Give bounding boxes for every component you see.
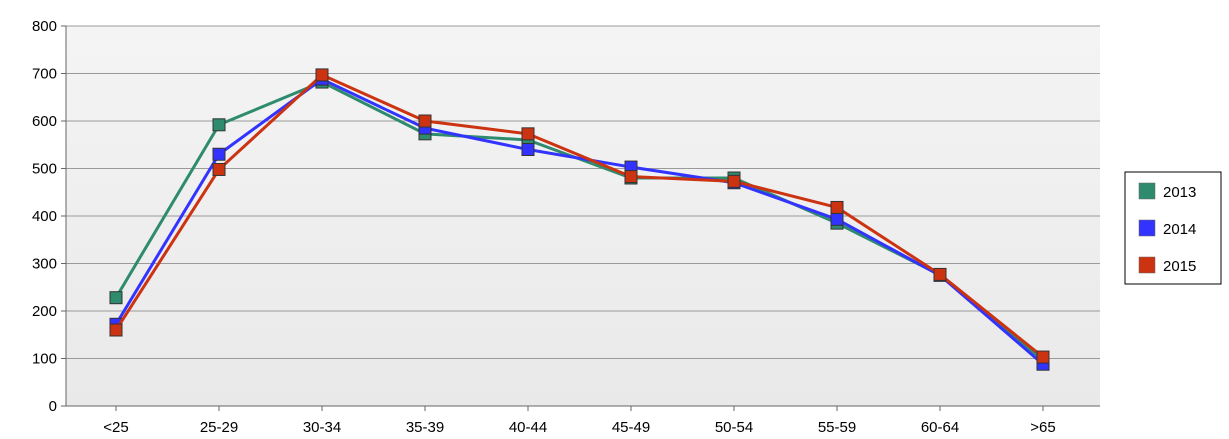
data-point <box>315 68 329 82</box>
y-tick-label: 0 <box>49 398 57 415</box>
data-point <box>830 200 844 214</box>
x-tick-label: >65 <box>1030 419 1055 436</box>
x-tick-label: 25-29 <box>200 419 238 436</box>
x-tick-label: 60-64 <box>921 419 959 436</box>
legend-label: 2014 <box>1163 221 1196 238</box>
data-point <box>521 143 535 156</box>
x-tick-label: 55-59 <box>818 419 856 436</box>
legend-item: 2015 <box>1138 256 1196 275</box>
data-point <box>418 114 432 128</box>
data-point <box>727 174 741 188</box>
legend-swatch <box>1138 182 1156 200</box>
data-point <box>212 118 226 132</box>
data-point <box>624 170 638 184</box>
gridlines <box>66 25 1100 359</box>
data-point <box>1036 350 1050 364</box>
data-point <box>521 127 535 141</box>
legend-item: 2014 <box>1138 219 1196 238</box>
legend-label: 2013 <box>1163 184 1196 201</box>
x-tick-label: 50-54 <box>715 419 753 436</box>
y-tick-label: 500 <box>32 161 57 178</box>
y-tick-label: 700 <box>32 66 57 83</box>
series-group <box>109 68 1050 371</box>
y-tick-label: 100 <box>32 351 57 368</box>
legend: 2013 2014 2015 <box>1124 171 1222 285</box>
data-point <box>212 162 226 176</box>
series-2015 <box>109 68 1050 364</box>
data-point <box>212 147 226 161</box>
y-tick-label: 800 <box>32 18 57 35</box>
x-tick-label: 45-49 <box>612 419 650 436</box>
data-point <box>830 212 844 226</box>
data-point <box>109 323 123 337</box>
y-tick-label: 300 <box>32 256 57 273</box>
data-point <box>933 267 947 281</box>
series-line-2014 <box>114 77 1044 366</box>
x-tick-label: 35-39 <box>406 419 444 436</box>
y-axis-ticks: 0 100 200 300 400 500 600 700 800 <box>32 18 66 415</box>
y-tick-label: 200 <box>32 303 57 320</box>
y-tick-label: 400 <box>32 208 57 225</box>
legend-swatch <box>1138 219 1156 237</box>
x-tick-label: 30-34 <box>303 419 341 436</box>
x-tick-label: <25 <box>103 419 128 436</box>
series-line-2015 <box>114 73 1044 359</box>
legend-swatch <box>1138 256 1156 274</box>
data-point <box>109 291 123 305</box>
y-tick-label: 600 <box>32 113 57 130</box>
legend-item: 2013 <box>1138 182 1196 201</box>
x-tick-label: 40-44 <box>509 419 547 436</box>
legend-label: 2015 <box>1163 258 1196 275</box>
x-axis-ticks: <25 25-29 30-34 35-39 40-44 45-49 50-54 55-59 60… <box>103 406 1056 436</box>
